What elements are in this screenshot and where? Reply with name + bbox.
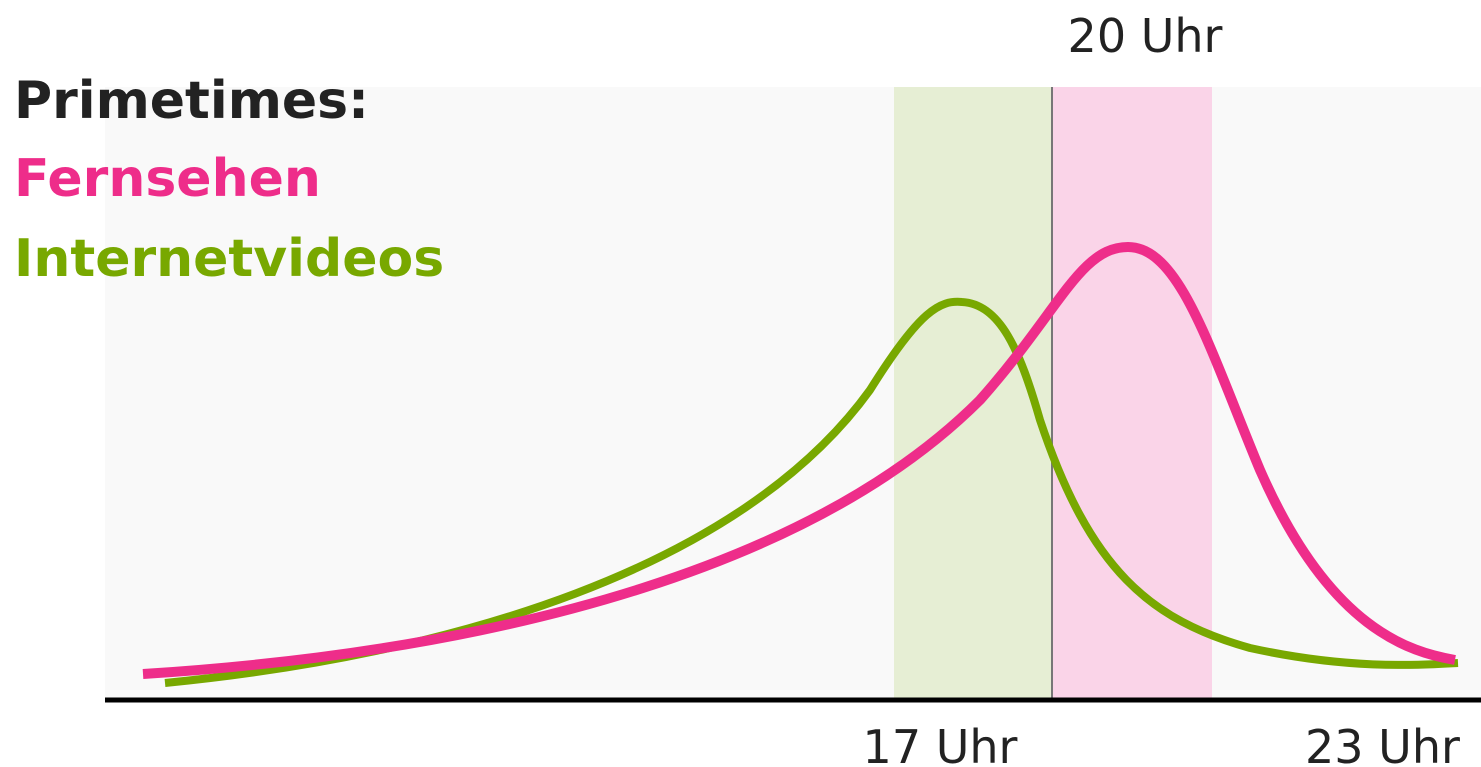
legend-internet: Internetvideos [14,229,444,289]
internet-primetime-band [894,87,1052,700]
internet-curve [164,297,1459,687]
legend-tv: Fernsehen [14,149,321,209]
time-label: 17 Uhr [863,720,1018,767]
title: Primetimes: [14,71,369,131]
tv-primetime-band [1052,87,1212,700]
tv-curve [142,241,1456,679]
time-label: 23 Uhr [1305,720,1460,767]
plot-background [105,87,1481,700]
time-label: 20 Uhr [1068,9,1223,63]
